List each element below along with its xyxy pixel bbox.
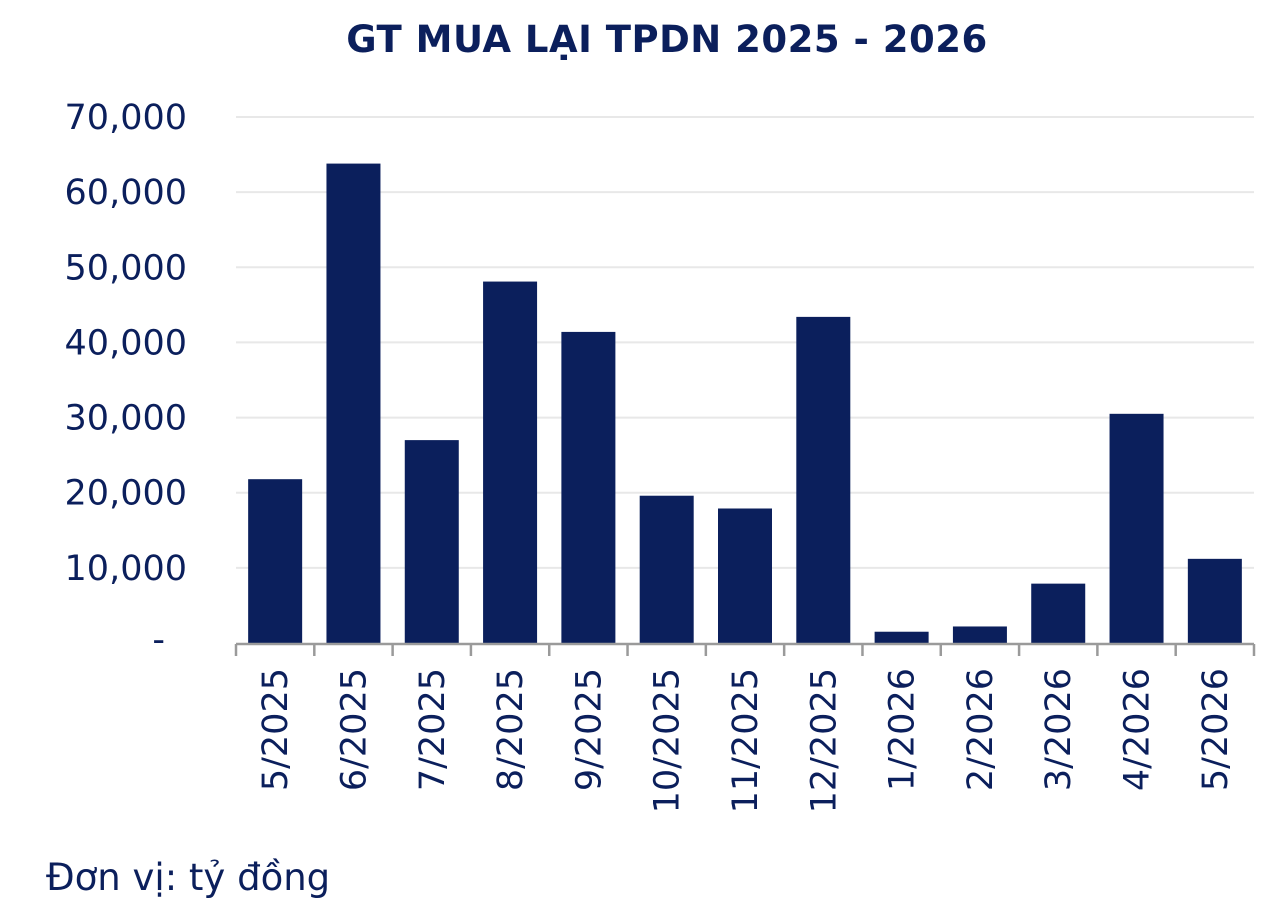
x-tick-label: 8/2025 <box>491 668 531 791</box>
x-axis <box>234 642 1256 656</box>
x-tick-label: 12/2025 <box>804 668 844 813</box>
chart-title: GT MUA LẠI TPDN 2025 - 2026 <box>346 18 988 61</box>
x-tick-label: 5/2025 <box>256 668 296 791</box>
y-axis-ticks: - 10,000 20,000 30,000 40,000 50,000 60,000 70,… <box>65 98 187 660</box>
bar-12-2025 <box>796 316 851 643</box>
bar-5-2025 <box>248 479 303 643</box>
bars <box>248 163 1242 644</box>
bar-10-2025 <box>639 495 694 643</box>
x-tick-label: 10/2025 <box>648 668 688 813</box>
bar-2-2026 <box>952 626 1007 643</box>
x-tick-label: 7/2025 <box>413 668 453 791</box>
unit-note: Đơn vị: tỷ đồng <box>46 856 331 899</box>
y-tick-label: 40,000 <box>65 323 187 363</box>
bar-4-2026 <box>1109 413 1164 643</box>
bar-9-2025 <box>561 331 616 643</box>
x-tick-label: 11/2025 <box>726 668 766 813</box>
y-tick-label: 20,000 <box>65 474 187 514</box>
y-tick-label: 10,000 <box>65 549 187 589</box>
bar-7-2025 <box>404 440 459 643</box>
x-axis-ticks: 5/2025 6/2025 7/2025 8/2025 9/2025 10/2025 11/… <box>256 668 1236 813</box>
bar-11-2025 <box>718 508 772 643</box>
x-tick-label: 9/2025 <box>569 668 609 791</box>
x-tick-label: 1/2026 <box>883 668 923 791</box>
y-tick-label: - <box>152 620 165 660</box>
y-tick-label: 30,000 <box>65 399 187 439</box>
y-tick-label: 70,000 <box>65 98 187 138</box>
x-tick-label: 4/2026 <box>1118 668 1158 791</box>
x-tick-label: 2/2026 <box>961 668 1001 791</box>
bar-1-2026 <box>874 631 929 643</box>
x-tick-label: 3/2026 <box>1039 668 1079 791</box>
bar-6-2025 <box>326 163 381 644</box>
y-tick-label: 50,000 <box>65 248 187 288</box>
y-tick-label: 60,000 <box>65 173 187 213</box>
x-tick-label: 5/2026 <box>1196 668 1236 791</box>
x-tick-label: 6/2025 <box>334 668 374 791</box>
bar-5-2026 <box>1187 558 1242 643</box>
gridlines <box>236 116 1254 569</box>
bar-8-2025 <box>483 281 538 643</box>
bar-3-2026 <box>1031 583 1086 643</box>
